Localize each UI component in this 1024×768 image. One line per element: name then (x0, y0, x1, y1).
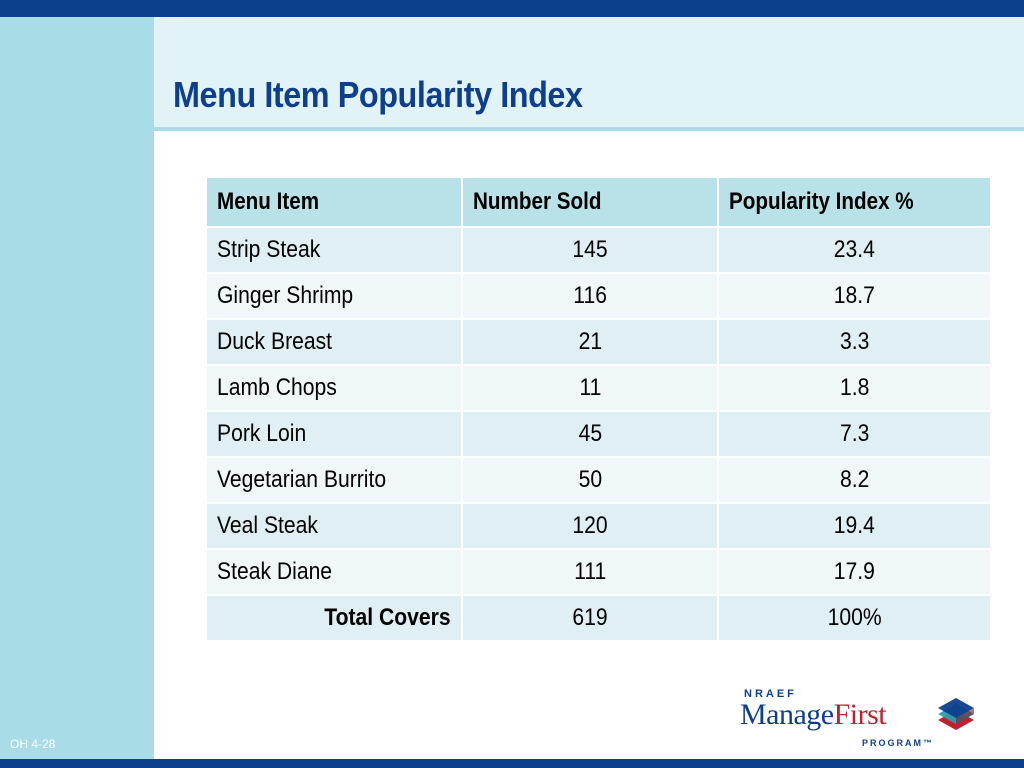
table-header-row: Menu Item Number Sold Popularity Index % (205, 176, 992, 228)
slide-number: OH 4-28 (10, 737, 56, 751)
number-sold-cell: 11 (461, 364, 719, 412)
table-row: Vegetarian Burrito 50 8.2 (205, 456, 992, 504)
table-row: Duck Breast 21 3.3 (205, 318, 992, 366)
title-divider (0, 127, 1024, 131)
header-popularity-index: Popularity Index % (717, 176, 992, 228)
bottom-bar (0, 759, 1024, 768)
popularity-index-cell: 8.2 (717, 456, 992, 504)
popularity-index-cell: 3.3 (717, 318, 992, 366)
manage-first-logo: NRAEF ManageFirst PROGRAM™ (740, 688, 985, 750)
popularity-table: Menu Item Number Sold Popularity Index %… (205, 176, 992, 642)
table-row: Strip Steak 145 23.4 (205, 226, 992, 274)
logo-name-part2: First (833, 698, 887, 731)
left-panel (0, 17, 154, 759)
number-sold-cell: 111 (461, 548, 719, 596)
total-index-cell: 100% (717, 594, 992, 642)
table-row: Pork Loin 45 7.3 (205, 410, 992, 458)
menu-item-cell: Veal Steak (205, 502, 463, 550)
table-row: Steak Diane 111 17.9 (205, 548, 992, 596)
number-sold-cell: 21 (461, 318, 719, 366)
logo-org-text: NRAEF (744, 688, 797, 700)
popularity-index-cell: 7.3 (717, 410, 992, 458)
menu-item-cell: Strip Steak (205, 226, 463, 274)
menu-item-cell: Pork Loin (205, 410, 463, 458)
number-sold-cell: 120 (461, 502, 719, 550)
popularity-index-cell: 23.4 (717, 226, 992, 274)
total-row: Total Covers 619 100% (205, 594, 992, 642)
menu-item-cell: Ginger Shrimp (205, 272, 463, 320)
menu-item-cell: Lamb Chops (205, 364, 463, 412)
table-row: Ginger Shrimp 116 18.7 (205, 272, 992, 320)
table-row: Lamb Chops 11 1.8 (205, 364, 992, 412)
popularity-index-cell: 17.9 (717, 548, 992, 596)
slide-title: Menu Item Popularity Index (173, 74, 583, 115)
header-number-sold: Number Sold (461, 176, 719, 228)
header-menu-item: Menu Item (205, 176, 463, 228)
number-sold-cell: 45 (461, 410, 719, 458)
number-sold-cell: 50 (461, 456, 719, 504)
popularity-index-cell: 1.8 (717, 364, 992, 412)
top-bar (0, 0, 1024, 17)
logo-wordmark: ManageFirst (740, 698, 887, 732)
menu-item-cell: Steak Diane (205, 548, 463, 596)
popularity-index-cell: 19.4 (717, 502, 992, 550)
total-covers-label: Total Covers (205, 594, 463, 642)
table-row: Veal Steak 120 19.4 (205, 502, 992, 550)
logo-program-text: PROGRAM™ (862, 738, 934, 748)
popularity-index-cell: 18.7 (717, 272, 992, 320)
number-sold-cell: 145 (461, 226, 719, 274)
title-band (154, 17, 1024, 127)
menu-item-cell: Vegetarian Burrito (205, 456, 463, 504)
manage-first-logo-icon (938, 698, 974, 730)
menu-item-cell: Duck Breast (205, 318, 463, 366)
logo-name-part1: Manage (740, 698, 834, 731)
number-sold-cell: 116 (461, 272, 719, 320)
total-sold-cell: 619 (461, 594, 719, 642)
